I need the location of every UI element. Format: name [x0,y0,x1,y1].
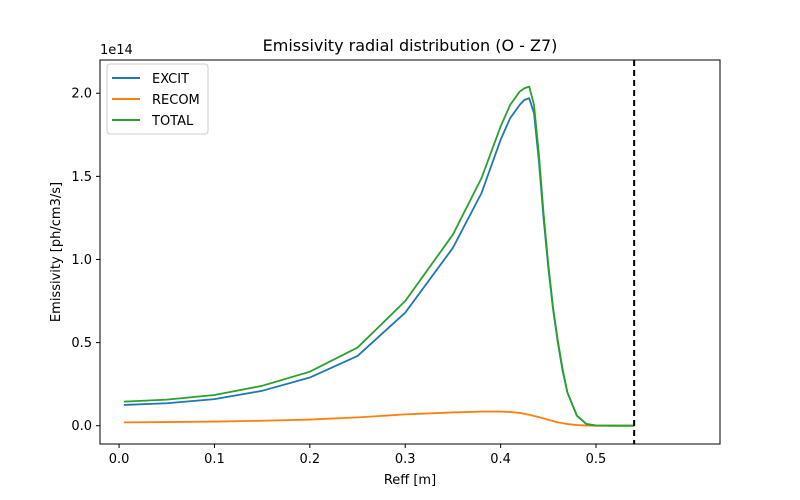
x-tick-label: 0.1 [204,452,225,467]
y-tick-label: 1.0 [71,253,92,268]
legend-label-total: TOTAL [151,114,194,129]
y-tick-label: 0.5 [71,336,92,351]
y-axis-ticks: 0.0 0.5 1.0 1.5 2.0 [71,87,100,434]
x-axis-label: Reff [m] [384,473,436,488]
legend-box [106,63,209,135]
x-tick-label: 0.0 [109,452,130,467]
plot-frame [99,59,721,445]
series-layer [123,85,635,427]
legend-label-excit: EXCIT [152,72,189,87]
series-line-recom [123,410,635,427]
x-tick-label: 0.4 [490,452,511,467]
series-line-total [123,85,635,427]
x-tick-label: 0.5 [586,452,607,467]
y-axis-label: Emissivity [ph/cm3/s] [49,182,64,322]
y-tick-label: 1.5 [71,170,92,185]
y-tick-label: 0.0 [71,419,92,434]
chart-title: Emissivity radial distribution (O - Z7) [263,36,558,55]
legend: EXCIT RECOM TOTAL [106,63,209,135]
y-tick-label: 2.0 [71,87,92,102]
y-offset-label: 1e14 [100,43,133,58]
legend-label-recom: RECOM [152,93,200,108]
x-axis-ticks: 0.0 0.1 0.2 0.3 0.4 0.5 [109,444,607,467]
x-tick-label: 0.3 [395,452,416,467]
x-tick-label: 0.2 [300,452,321,467]
